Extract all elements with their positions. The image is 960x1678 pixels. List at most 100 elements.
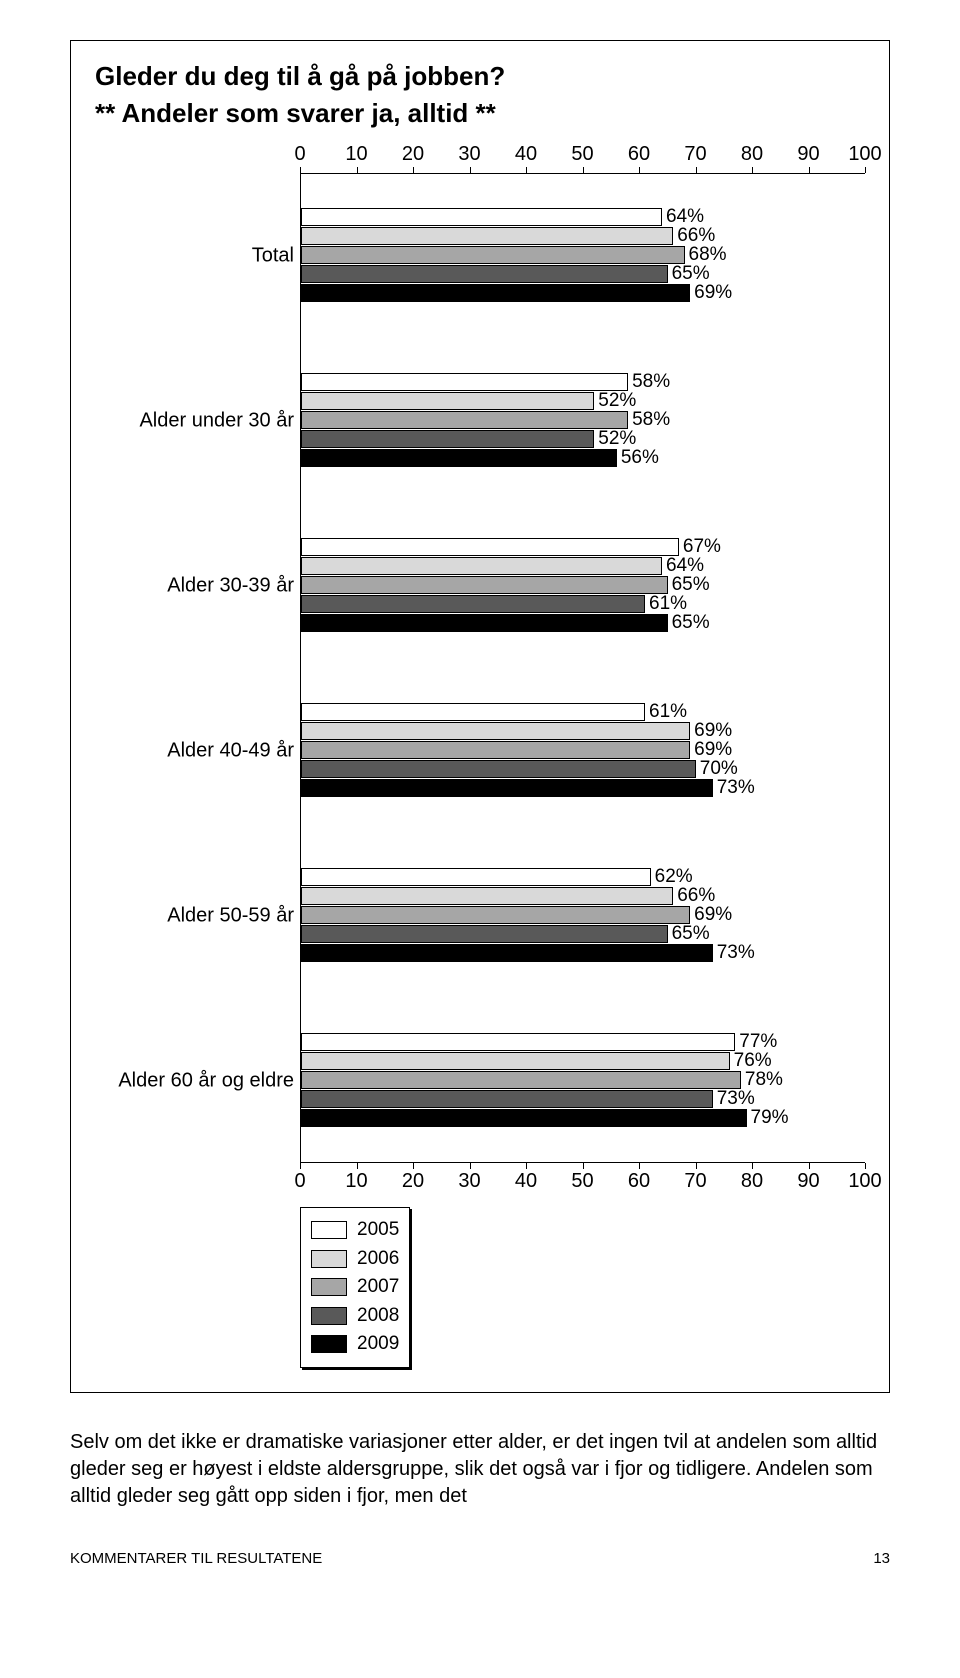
bar-row: 70%: [301, 760, 865, 778]
bar-row: 73%: [301, 779, 865, 797]
bar-group: 67%64%65%61%65%: [301, 504, 865, 669]
footer: KOMMENTARER TIL RESULTATENE 13: [70, 1550, 890, 1567]
bar-value-label: 65%: [668, 612, 710, 634]
bar: [301, 227, 673, 245]
bar-row: 58%: [301, 373, 865, 391]
bar: [301, 760, 696, 778]
x-tick-mark: [865, 1163, 866, 1169]
bar: [301, 449, 617, 467]
category-label: Total: [252, 244, 294, 267]
bar-group: 61%69%69%70%73%: [301, 669, 865, 834]
x-tick-label: 30: [458, 143, 480, 166]
category-label: Alder 60 år og eldre: [118, 1069, 294, 1092]
x-tick-label: 70: [684, 1170, 706, 1193]
plot-area: 64%66%68%65%69%58%52%58%52%56%67%64%65%6…: [300, 173, 865, 1163]
x-tick-mark: [413, 1163, 414, 1169]
bar: [301, 246, 685, 264]
page: Gleder du deg til å gå på jobben? ** And…: [0, 0, 960, 1607]
bar-group: 62%66%69%65%73%: [301, 834, 865, 999]
legend-swatch: [311, 1307, 347, 1325]
bar: [301, 1052, 730, 1070]
x-axis-top: 0102030405060708090100: [300, 143, 865, 173]
bar-row: 66%: [301, 887, 865, 905]
x-tick-mark: [809, 1163, 810, 1169]
bar: [301, 887, 673, 905]
x-tick-label: 70: [684, 143, 706, 166]
bar-row: 69%: [301, 722, 865, 740]
bar: [301, 944, 713, 962]
x-tick-label: 30: [458, 1170, 480, 1193]
bar: [301, 576, 668, 594]
bar-row: 62%: [301, 868, 865, 886]
bar-row: 65%: [301, 576, 865, 594]
bar-row: 61%: [301, 595, 865, 613]
x-tick-label: 20: [402, 143, 424, 166]
bar-row: 61%: [301, 703, 865, 721]
x-tick-label: 0: [294, 1170, 305, 1193]
legend-item: 2007: [311, 1273, 399, 1302]
bar: [301, 722, 690, 740]
bar: [301, 392, 594, 410]
legend-swatch: [311, 1335, 347, 1353]
category-label: Alder 40-49 år: [167, 739, 294, 762]
bar-row: 77%: [301, 1033, 865, 1051]
bar-value-label: 69%: [690, 282, 732, 304]
bar: [301, 868, 651, 886]
chart-subtitle: ** Andeler som svarer ja, alltid **: [95, 98, 865, 129]
footer-left: KOMMENTARER TIL RESULTATENE: [70, 1550, 322, 1567]
legend-label: 2007: [357, 1273, 399, 1302]
bar: [301, 1109, 747, 1127]
x-tick-label: 100: [848, 1170, 881, 1193]
chart-body: TotalAlder under 30 årAlder 30-39 årAlde…: [95, 143, 865, 1193]
bar: [301, 411, 628, 429]
legend-swatch: [311, 1250, 347, 1268]
bar-row: 73%: [301, 944, 865, 962]
bar-value-label: 79%: [747, 1107, 789, 1129]
chart-title: Gleder du deg til å gå på jobben?: [95, 61, 865, 92]
bar-row: 79%: [301, 1109, 865, 1127]
legend-item: 2006: [311, 1245, 399, 1274]
bar-row: 76%: [301, 1052, 865, 1070]
bar-row: 58%: [301, 411, 865, 429]
x-tick-label: 100: [848, 143, 881, 166]
bar: [301, 265, 668, 283]
x-tick-label: 60: [628, 1170, 650, 1193]
bar-row: 65%: [301, 925, 865, 943]
bar-value-label: 56%: [617, 447, 659, 469]
bar-row: 67%: [301, 538, 865, 556]
legend-label: 2008: [357, 1302, 399, 1331]
legend-label: 2005: [357, 1216, 399, 1245]
legend-swatch: [311, 1221, 347, 1239]
category-labels-column: TotalAlder under 30 årAlder 30-39 årAlde…: [95, 143, 300, 1193]
bar-row: 66%: [301, 227, 865, 245]
bar-row: 56%: [301, 449, 865, 467]
bar-group: 58%52%58%52%56%: [301, 339, 865, 504]
bar-row: 68%: [301, 246, 865, 264]
bar: [301, 906, 690, 924]
x-tick-mark: [583, 1163, 584, 1169]
bar: [301, 538, 679, 556]
bar-row: 69%: [301, 284, 865, 302]
legend-swatch: [311, 1278, 347, 1296]
bar: [301, 614, 668, 632]
bar: [301, 557, 662, 575]
bar-value-label: 61%: [645, 701, 687, 723]
category-label: Alder 30-39 år: [167, 574, 294, 597]
footer-page-number: 13: [873, 1550, 890, 1567]
x-tick-label: 10: [345, 1170, 367, 1193]
x-tick-mark: [470, 1163, 471, 1169]
bar-value-label: 65%: [668, 923, 710, 945]
bar: [301, 1090, 713, 1108]
bar-row: 69%: [301, 906, 865, 924]
bar-row: 78%: [301, 1071, 865, 1089]
bar-row: 69%: [301, 741, 865, 759]
x-tick-label: 40: [515, 1170, 537, 1193]
category-label: Alder 50-59 år: [167, 904, 294, 927]
x-tick-mark: [639, 1163, 640, 1169]
x-tick-mark: [865, 167, 866, 173]
bar-row: 65%: [301, 614, 865, 632]
bar: [301, 284, 690, 302]
legend-label: 2006: [357, 1245, 399, 1274]
x-tick-label: 0: [294, 143, 305, 166]
x-tick-label: 40: [515, 143, 537, 166]
